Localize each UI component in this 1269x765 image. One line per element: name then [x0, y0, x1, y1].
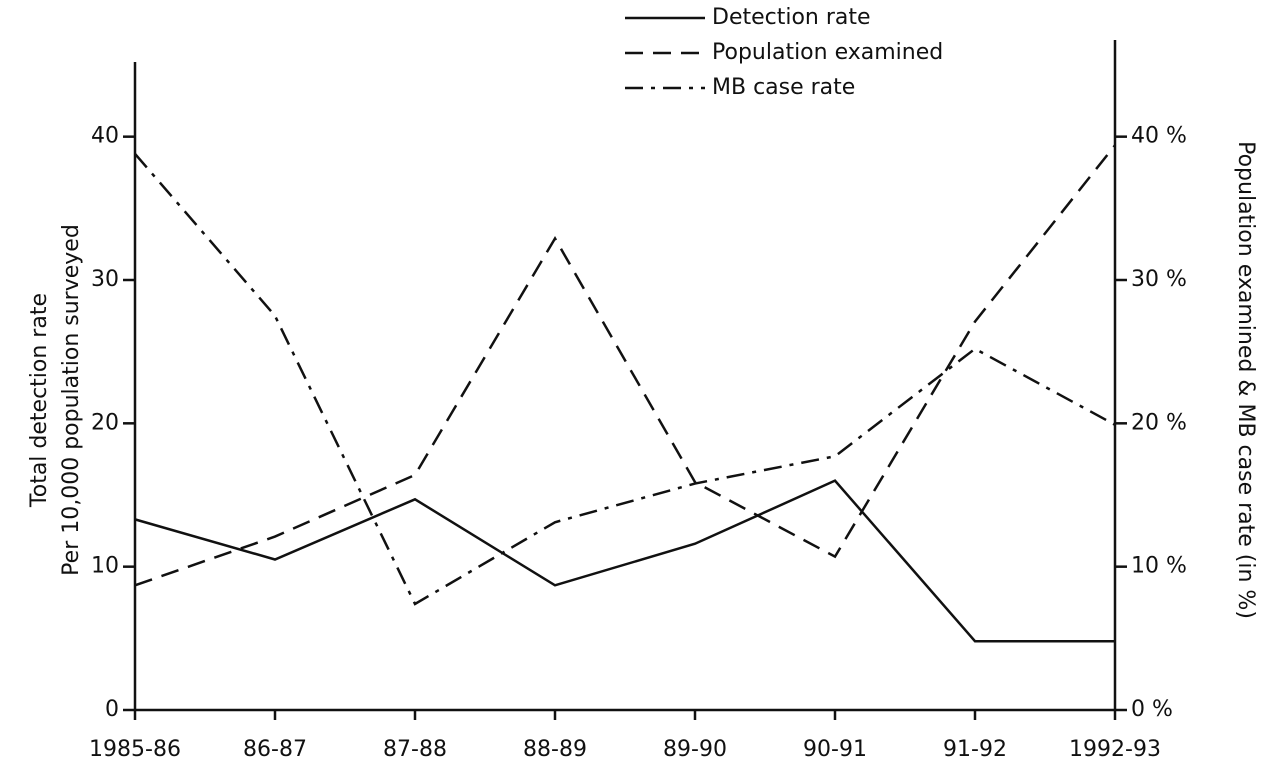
- legend-label: Detection rate: [712, 5, 871, 30]
- y-tick-label: 20: [91, 410, 119, 435]
- y2-tick-label: 0 %: [1131, 697, 1173, 722]
- y2-tick-label: 40 %: [1131, 124, 1187, 149]
- y-tick-label: 30: [91, 267, 119, 292]
- series-line: [134, 479, 1115, 643]
- y2-tick-label: 10 %: [1131, 554, 1187, 579]
- x-tick-label: 88-89: [523, 737, 587, 762]
- x-tick-label: 89-90: [663, 737, 727, 762]
- x-tick-label: 91-92: [943, 737, 1007, 762]
- y2-tick-label: 20 %: [1131, 410, 1187, 435]
- legend-label: Population examined: [712, 40, 943, 65]
- legend-label: MB case rate: [712, 75, 855, 100]
- x-tick-label: 86-87: [243, 737, 307, 762]
- y-tick-label: 10: [91, 554, 119, 579]
- series-line: [134, 144, 1116, 587]
- y-axis-label: Per 10,000 population surveyed: [59, 224, 84, 576]
- y-tick-label: 40: [91, 124, 119, 149]
- y2-tick-label: 30 %: [1131, 267, 1187, 292]
- x-tick-label: 1985-86: [89, 737, 181, 762]
- y-axis-label: Total detection rate: [27, 293, 52, 508]
- x-tick-label: 87-88: [383, 737, 447, 762]
- x-tick-label: 90-91: [803, 737, 867, 762]
- y-tick-label: 0: [105, 697, 119, 722]
- x-tick-label: 1992-93: [1069, 737, 1161, 762]
- y2-axis-label: Population examined & MB case rate (in %…: [1233, 141, 1258, 619]
- series-line: [134, 153, 1116, 606]
